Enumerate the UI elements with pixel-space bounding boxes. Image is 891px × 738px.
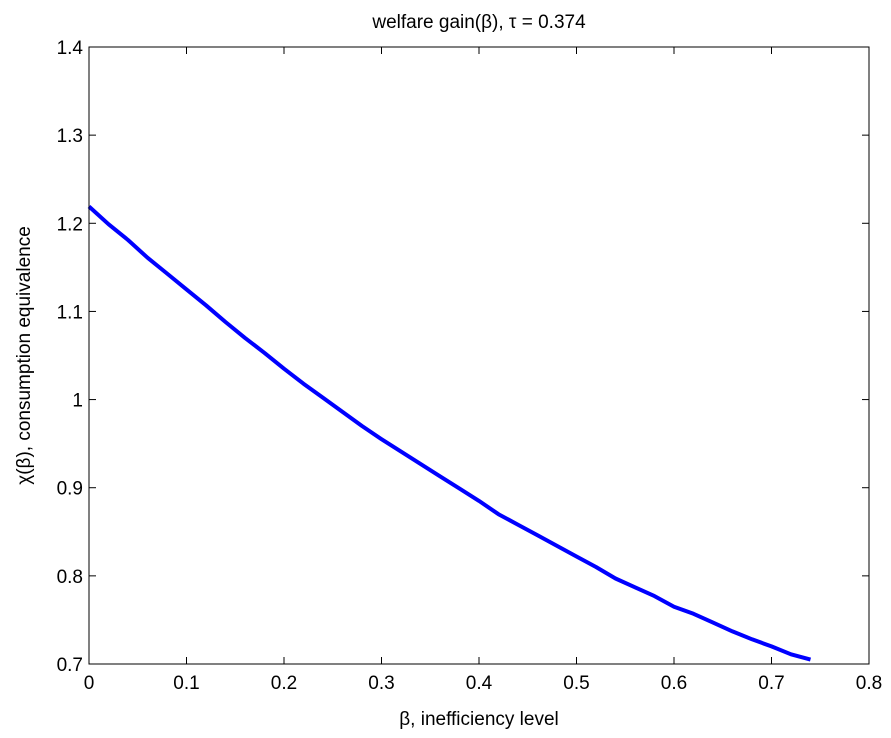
- data-point: [576, 556, 577, 557]
- data-point: [771, 646, 772, 647]
- x-tick-label: 0.8: [856, 673, 882, 694]
- series-layer: [87, 205, 812, 662]
- x-tick-label: 0.7: [758, 673, 784, 694]
- data-point: [732, 631, 733, 632]
- data-point: [147, 257, 148, 258]
- data-point: [557, 545, 558, 546]
- data-point: [459, 488, 460, 489]
- data-point: [537, 535, 538, 536]
- x-tick-label: 0.3: [368, 673, 394, 694]
- data-point: [674, 606, 675, 607]
- x-tick-label: 0.6: [661, 673, 687, 694]
- data-point: [225, 322, 226, 323]
- data-point: [108, 224, 109, 225]
- data-point: [596, 567, 597, 568]
- y-tick-label: 1.4: [57, 38, 84, 59]
- data-point: [615, 578, 616, 579]
- data-point: [323, 397, 324, 398]
- data-point: [693, 613, 694, 614]
- data-point: [635, 587, 636, 588]
- y-tick-label: 1.3: [57, 126, 83, 147]
- x-tick-label: 0.1: [173, 673, 199, 694]
- y-tick-label: 1: [72, 391, 83, 412]
- data-point: [752, 639, 753, 640]
- data-point: [791, 654, 792, 655]
- data-point: [381, 439, 382, 440]
- data-point: [342, 411, 343, 412]
- x-tick-label: 0.2: [271, 673, 297, 694]
- y-tick-label: 0.8: [57, 567, 83, 588]
- data-point: [440, 476, 441, 477]
- y-tick-label: 0.7: [57, 655, 83, 676]
- data-point: [264, 352, 265, 353]
- ticks-layer: 0 0.1 0.2 0.3 0.4 0.5 0.6 0.7 0.8 0.7 0.8 0.9 1 1.1 1.…: [57, 38, 883, 694]
- data-point: [420, 463, 421, 464]
- data-point: [401, 451, 402, 452]
- y-tick-label: 1.1: [57, 302, 83, 323]
- plot-frame: [88, 46, 870, 665]
- series-line: [87, 205, 812, 662]
- data-point: [810, 659, 811, 660]
- data-point: [713, 622, 714, 623]
- y-tick-label: 0.9: [57, 479, 83, 500]
- data-point: [284, 368, 285, 369]
- chart-title: welfare gain(β), τ = 0.374: [371, 12, 586, 33]
- data-point: [206, 305, 207, 306]
- data-point: [303, 383, 304, 384]
- x-tick-label: 0: [84, 673, 95, 694]
- data-point: [654, 596, 655, 597]
- x-tick-label: 0.5: [563, 673, 589, 694]
- y-tick-label: 1.2: [57, 214, 83, 235]
- data-point: [186, 289, 187, 290]
- data-point: [167, 273, 168, 274]
- x-tick-label: 0.4: [466, 673, 493, 694]
- data-point: [245, 337, 246, 338]
- data-point: [518, 524, 519, 525]
- y-axis-label: χ(β), consumption equivalence: [14, 226, 35, 485]
- data-point: [128, 240, 129, 241]
- data-point: [362, 426, 363, 427]
- data-point: [479, 500, 480, 501]
- x-axis-label: β, inefficiency level: [399, 709, 559, 730]
- data-point: [498, 514, 499, 515]
